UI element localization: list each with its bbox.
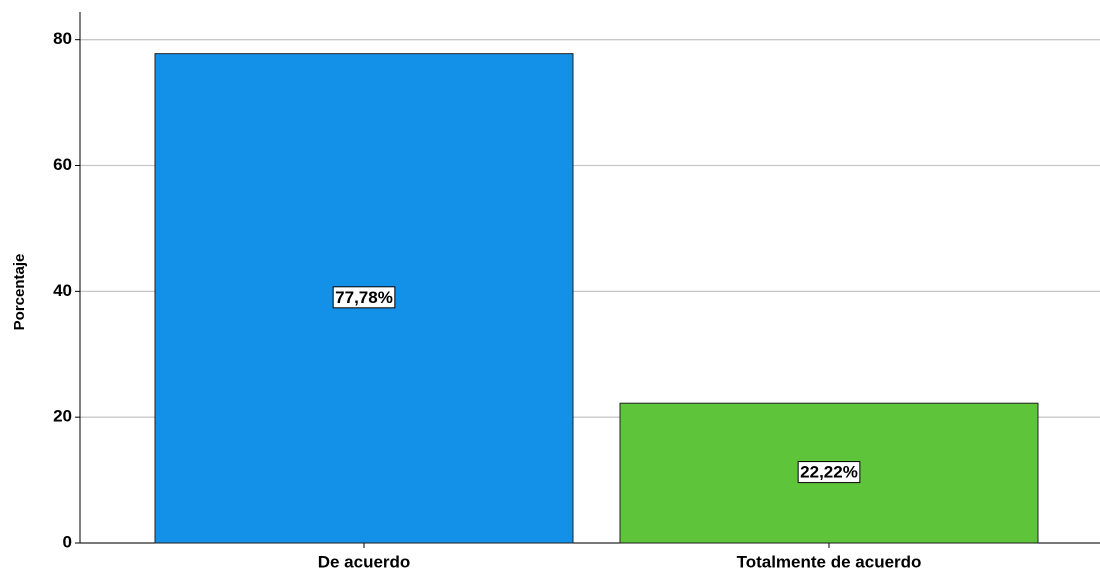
value-label: 77,78% <box>335 288 393 307</box>
y-tick-label: 40 <box>53 281 72 300</box>
x-tick-label: Totalmente de acuerdo <box>737 552 922 571</box>
y-tick-label: 20 <box>53 407 72 426</box>
y-tick-label: 80 <box>53 29 72 48</box>
y-axis-label: Porcentaje <box>11 254 28 331</box>
y-tick-label: 0 <box>63 532 72 551</box>
x-tick-label: De acuerdo <box>318 552 411 571</box>
value-label-box <box>797 461 861 484</box>
y-tick-label: 60 <box>53 155 72 174</box>
value-label: 22,22% <box>800 463 858 482</box>
value-label-box <box>332 286 396 309</box>
